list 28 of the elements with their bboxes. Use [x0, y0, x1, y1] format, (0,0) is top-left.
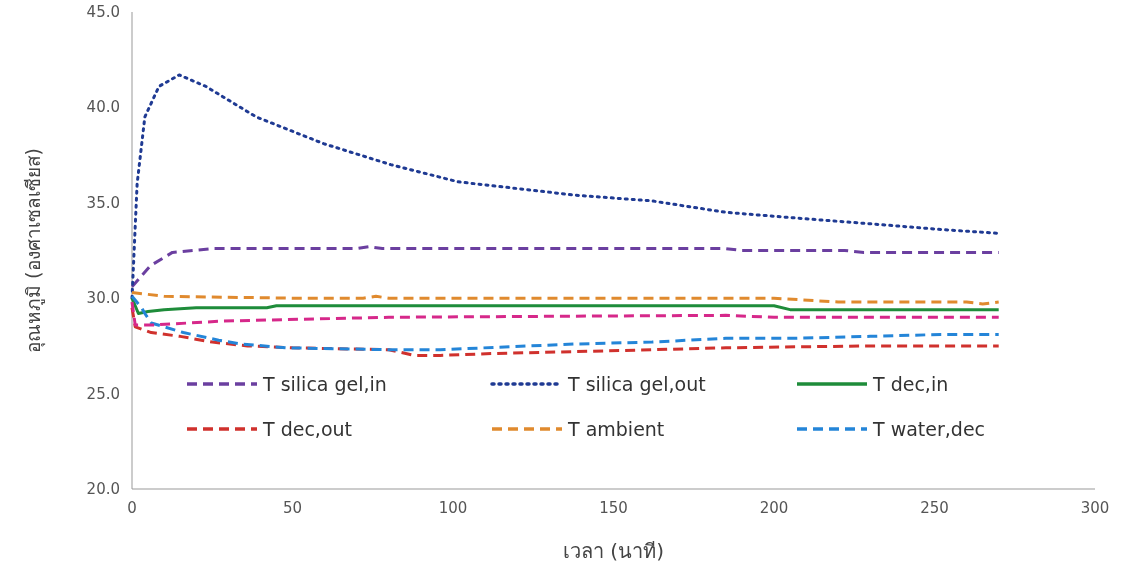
- line-series: [130, 73, 1001, 300]
- line-series: [130, 294, 1001, 352]
- legend-label: T water,dec: [872, 418, 986, 441]
- x-tick-label: 200: [759, 499, 789, 517]
- y-tick-label: 35.0: [86, 193, 120, 212]
- y-tick-label: 30.0: [86, 289, 120, 308]
- x-tick-label: 150: [599, 499, 628, 517]
- x-axis-title: เวลา (นาที): [563, 539, 664, 563]
- legend-label: T silica gel,in: [262, 373, 387, 396]
- y-tick-label: 25.0: [86, 384, 120, 403]
- x-tick-label: 300: [1080, 499, 1110, 517]
- legend-label: T silica gel,out: [567, 373, 706, 396]
- y-tick-label: 40.0: [86, 98, 120, 117]
- line-series: [130, 290, 1001, 306]
- line-series: [130, 300, 1001, 327]
- x-tick-label: 250: [920, 499, 949, 517]
- x-tick-label: 50: [282, 499, 303, 517]
- x-tick-label: 0: [127, 499, 137, 517]
- legend-label: T dec,in: [872, 373, 949, 396]
- line-series: [130, 296, 1001, 315]
- line-series: [130, 306, 1001, 357]
- x-tick-label: 100: [438, 499, 468, 517]
- legend-label: T ambient: [567, 418, 665, 441]
- legend-label: T dec,out: [262, 418, 352, 441]
- y-tick-label: 20.0: [86, 480, 120, 498]
- line-series: [130, 245, 1001, 289]
- y-tick-label: 45.0: [86, 3, 120, 21]
- y-axis-title: อุณหภูมิ (องศาเซลเซียส): [22, 148, 46, 353]
